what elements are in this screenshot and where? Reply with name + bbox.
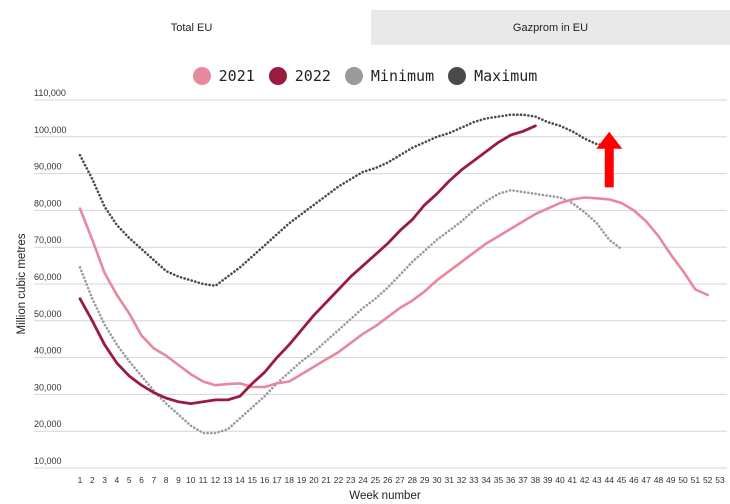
x-tick-label: 32 — [457, 475, 467, 485]
x-tick-label: 45 — [617, 475, 627, 485]
x-tick-label: 41 — [568, 475, 578, 485]
x-tick-label: 51 — [691, 475, 701, 485]
x-tick-label: 13 — [223, 475, 233, 485]
x-tick-label: 37 — [518, 475, 528, 485]
annotation-arrow-head — [596, 131, 623, 149]
x-tick-label: 39 — [543, 475, 553, 485]
y-tick-label: 60,000 — [34, 272, 62, 282]
x-tick-label: 30 — [432, 475, 442, 485]
x-tick-label: 23 — [346, 475, 356, 485]
x-tick-label: 19 — [297, 475, 307, 485]
x-tick-label: 18 — [284, 475, 294, 485]
legend-item-2022[interactable]: 2022 — [268, 67, 331, 85]
series-line-maximum — [78, 113, 611, 288]
x-tick-label: 5 — [127, 475, 132, 485]
x-tick-label: 12 — [211, 475, 221, 485]
legend-item-2021[interactable]: 2021 — [192, 67, 255, 85]
y-tick-label: 70,000 — [34, 235, 62, 245]
x-tick-label: 52 — [703, 475, 713, 485]
x-tick-label: 44 — [604, 475, 614, 485]
x-tick-label: 29 — [420, 475, 430, 485]
x-tick-label: 28 — [408, 475, 418, 485]
x-tick-label: 33 — [469, 475, 479, 485]
x-tick-label: 16 — [260, 475, 270, 485]
x-tick-label: 17 — [272, 475, 282, 485]
x-axis-title: Week number — [349, 490, 421, 502]
series-line-2021 — [78, 196, 709, 389]
x-tick-label: 3 — [102, 475, 107, 485]
x-tick-label: 36 — [506, 475, 516, 485]
y-tick-label: 40,000 — [34, 346, 62, 356]
y-tick-label: 110,000 — [34, 88, 66, 98]
legend-item-minimum[interactable]: Minimum — [344, 67, 435, 85]
x-tick-label: 10 — [186, 475, 196, 485]
legend-label-2021: 2021 — [218, 67, 255, 85]
legend-swatch-minimum — [344, 67, 363, 85]
x-tick-label: 6 — [139, 475, 144, 485]
y-tick-label: 90,000 — [34, 162, 62, 172]
annotation-arrow-shaft — [604, 147, 614, 188]
x-tick-label: 9 — [176, 475, 181, 485]
chart-legend: 2021 2022 Minimum Maximum — [0, 63, 730, 89]
y-tick-label: 100,000 — [34, 125, 67, 135]
y-tick-label: 20,000 — [34, 419, 62, 429]
y-tick-label: 10,000 — [34, 456, 62, 466]
x-tick-label: 53 — [715, 475, 725, 485]
x-tick-label: 2 — [90, 475, 95, 485]
x-tick-label: 26 — [383, 475, 393, 485]
y-axis-title: Million cubic metres — [16, 233, 28, 334]
legend-item-maximum[interactable]: Maximum — [448, 67, 537, 85]
x-tick-label: 43 — [592, 475, 602, 485]
tab-bar: Total EU Gazprom in EU — [12, 10, 730, 45]
x-tick-label: 48 — [654, 475, 664, 485]
x-tick-label: 34 — [481, 475, 491, 485]
tab-gazprom-in-eu[interactable]: Gazprom in EU — [371, 10, 730, 45]
y-tick-label: 80,000 — [34, 198, 62, 208]
x-tick-label: 50 — [678, 475, 688, 485]
x-tick-label: 46 — [629, 475, 639, 485]
x-tick-label: 25 — [371, 475, 381, 485]
x-tick-label: 42 — [580, 475, 590, 485]
y-tick-label: 30,000 — [34, 382, 62, 392]
legend-swatch-2022 — [268, 67, 287, 85]
x-tick-label: 40 — [555, 475, 565, 485]
x-tick-label: 8 — [164, 475, 169, 485]
legend-label-2022: 2022 — [294, 67, 331, 85]
series-line-2022 — [78, 124, 537, 405]
x-tick-label: 24 — [358, 475, 368, 485]
x-tick-label: 11 — [199, 475, 208, 485]
x-tick-label: 47 — [641, 475, 651, 485]
x-tick-label: 22 — [334, 475, 344, 485]
x-tick-label: 15 — [248, 475, 258, 485]
x-tick-label: 49 — [666, 475, 676, 485]
legend-swatch-maximum — [448, 67, 467, 85]
legend-label-minimum: Minimum — [370, 67, 435, 85]
x-tick-label: 31 — [444, 475, 454, 485]
x-tick-label: 35 — [494, 475, 504, 485]
legend-swatch-2021 — [192, 67, 211, 85]
x-tick-label: 7 — [151, 475, 156, 485]
x-tick-label: 38 — [531, 475, 541, 485]
x-tick-label: 20 — [309, 475, 319, 485]
x-tick-label: 14 — [235, 475, 245, 485]
y-tick-label: 50,000 — [34, 309, 62, 319]
series-line-minimum — [78, 188, 623, 435]
tab-total-eu[interactable]: Total EU — [12, 10, 371, 45]
legend-label-maximum: Maximum — [474, 67, 538, 85]
x-tick-label: 4 — [115, 475, 120, 485]
x-tick-label: 21 — [321, 475, 331, 485]
x-tick-label: 27 — [395, 475, 405, 485]
x-tick-label: 1 — [78, 475, 83, 485]
